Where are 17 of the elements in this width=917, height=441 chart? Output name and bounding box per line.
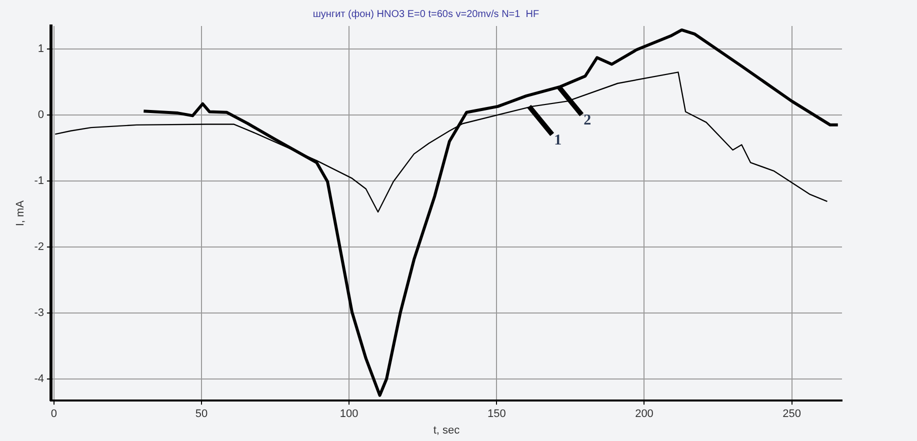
annotation: 2: [584, 112, 592, 129]
y-tick-label: 0: [38, 109, 44, 122]
chart-title: шунгит (фон) HNO3 E=0 t=60s v=20mv/s N=1 HF: [312, 8, 540, 20]
annotation: 1: [554, 132, 562, 148]
y-tick-label: -2: [34, 240, 44, 253]
y-tick-label: -4: [34, 372, 44, 385]
x-tick-label: 100: [340, 408, 358, 420]
x-tick-label: 150: [487, 408, 506, 420]
y-tick-label: -1: [34, 175, 44, 188]
x-axis-title: t, sec: [433, 424, 460, 436]
y-axis-title: I, mA: [14, 200, 27, 226]
x-tick-label: 250: [782, 408, 802, 420]
x-tick-label: 0: [50, 408, 57, 420]
x-tick-label: 200: [635, 408, 654, 420]
x-tick-label: 50: [195, 408, 208, 420]
y-tick-label: -3: [34, 306, 44, 319]
y-tick-label: 1: [38, 43, 44, 56]
